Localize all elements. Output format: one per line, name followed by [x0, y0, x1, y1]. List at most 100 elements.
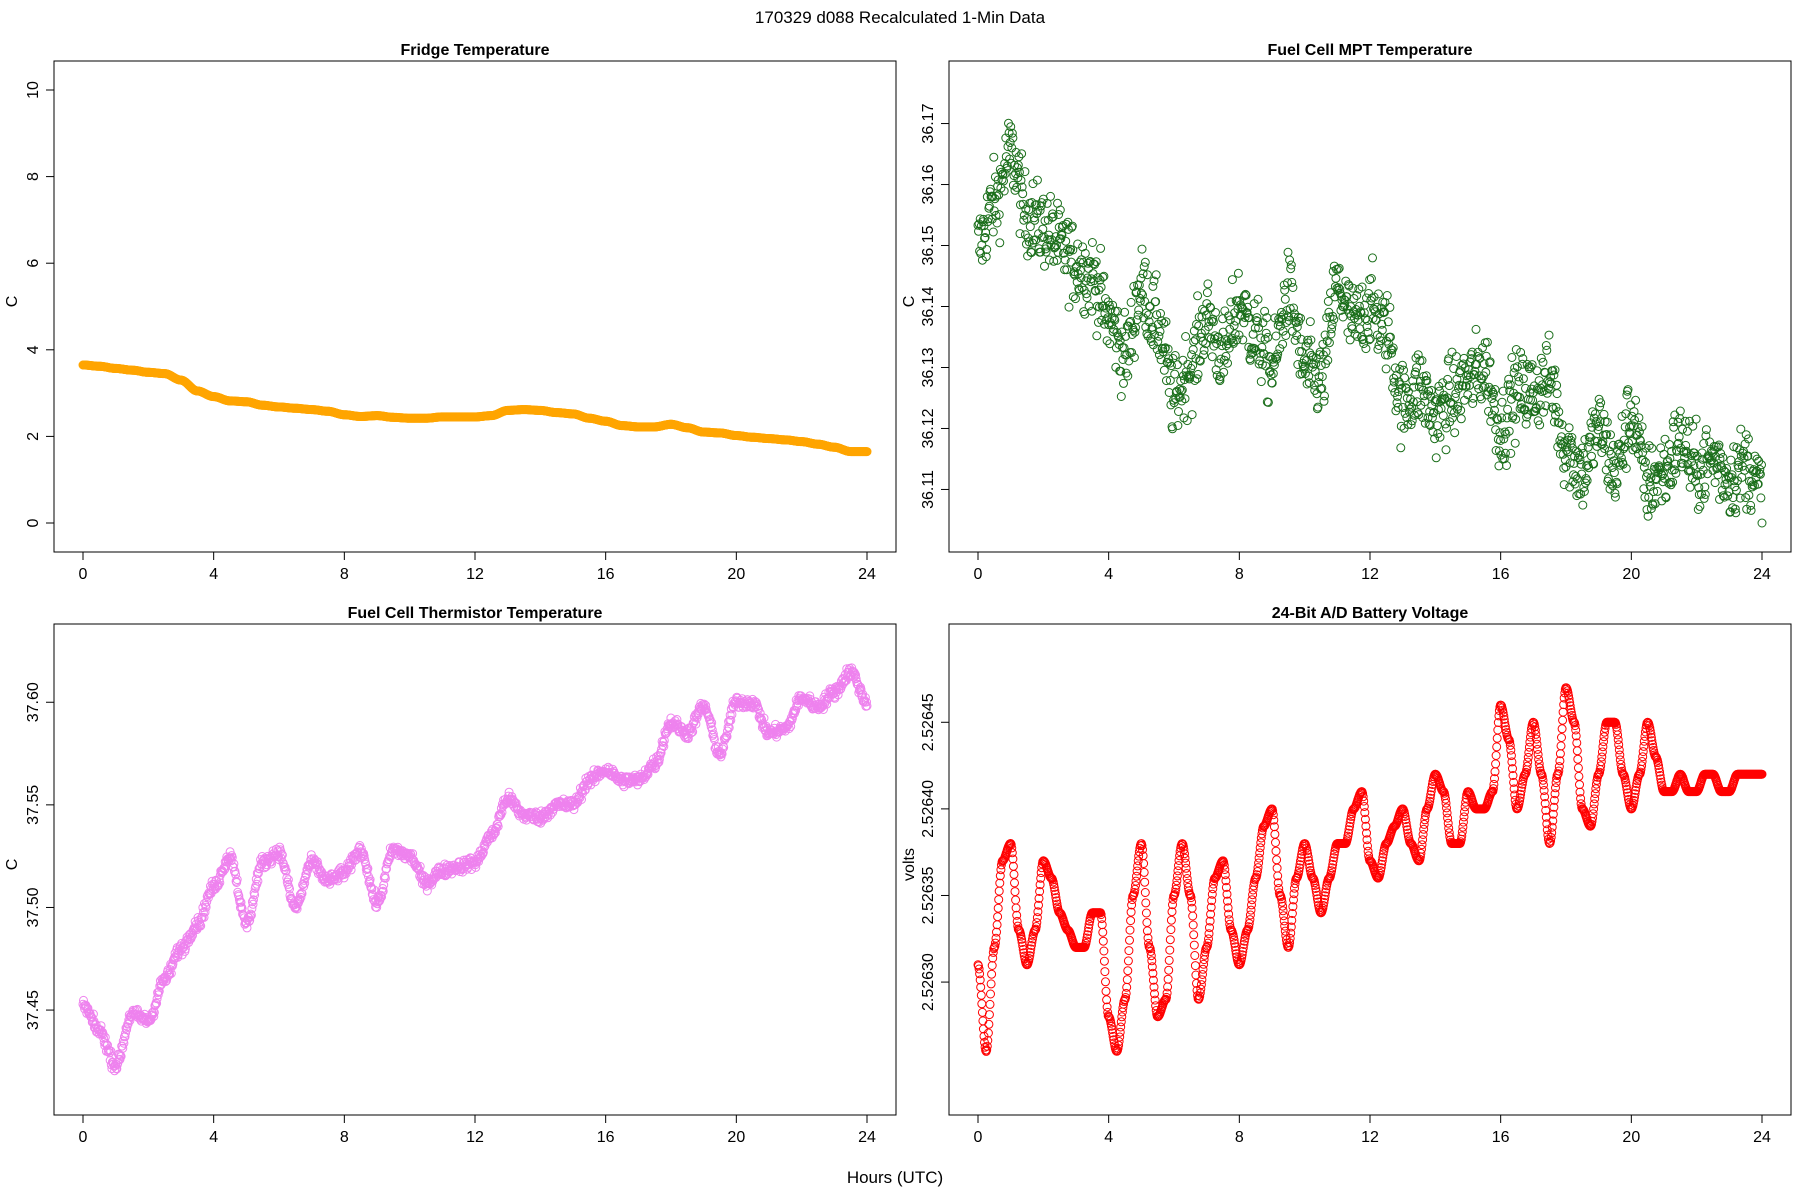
- data-point: [984, 1010, 994, 1020]
- data-point: [1096, 243, 1106, 253]
- data-point: [1407, 416, 1417, 426]
- data-point: [1302, 356, 1311, 366]
- x-axis: 0 4 8 12 16 20 24: [79, 551, 876, 583]
- data-point: [1092, 331, 1102, 341]
- data-point: [1053, 247, 1063, 257]
- data-point: [1238, 335, 1248, 345]
- panel-title: Fuel Cell MPT Temperature: [1267, 42, 1472, 59]
- data-point: [1497, 397, 1507, 407]
- data-point: [1025, 222, 1035, 232]
- data-point: [1471, 324, 1481, 334]
- data-point: [1532, 366, 1542, 376]
- data-point: [1005, 154, 1015, 164]
- y-tick-label: 36.12: [920, 408, 937, 448]
- data-point: [1300, 369, 1310, 378]
- data-point: [1358, 334, 1368, 344]
- data-point: [1397, 360, 1407, 370]
- data-point: [1286, 260, 1296, 270]
- data-point: [1278, 339, 1288, 349]
- data-point: [1375, 309, 1384, 319]
- data-point: [999, 186, 1009, 196]
- data-point: [1030, 215, 1040, 225]
- data-point: [1345, 335, 1355, 345]
- data-point: [1349, 294, 1359, 303]
- data-point: [1077, 283, 1087, 293]
- y-tick-label: 37.45: [25, 990, 42, 1030]
- data-point: [1164, 955, 1174, 965]
- data-point: [1324, 338, 1334, 348]
- data-point: [1163, 974, 1173, 984]
- data-point: [1379, 307, 1389, 317]
- data-point: [1172, 360, 1182, 370]
- data-point: [1190, 961, 1200, 971]
- scatter-points: [973, 683, 1767, 1056]
- data-point: [1411, 367, 1420, 377]
- data-point: [1102, 336, 1112, 346]
- data-point: [1215, 376, 1225, 386]
- data-point: [1396, 421, 1406, 431]
- data-point: [1099, 946, 1109, 956]
- data-point: [1451, 389, 1461, 398]
- data-point: [1393, 391, 1402, 401]
- panel-title: Fridge Temperature: [400, 42, 549, 59]
- y-axis-label: C: [901, 296, 918, 308]
- data-point: [1157, 316, 1167, 326]
- data-point: [992, 191, 1001, 201]
- data-point: [987, 961, 997, 970]
- data-point: [1449, 364, 1459, 373]
- data-point: [1036, 201, 1046, 211]
- data-point: [1701, 425, 1711, 435]
- data-point: [1009, 869, 1019, 879]
- data-point: [1362, 322, 1372, 331]
- data-point: [1119, 378, 1128, 388]
- data-point: [1110, 315, 1120, 325]
- data-point: [1013, 173, 1023, 183]
- data-point: [1345, 308, 1355, 318]
- data-point: [993, 903, 1003, 913]
- data-point: [1272, 863, 1282, 873]
- data-point: [1387, 345, 1397, 355]
- data-point: [1283, 247, 1293, 257]
- data-point: [1377, 319, 1387, 329]
- data-point: [1255, 348, 1265, 358]
- data-point: [1322, 336, 1332, 346]
- data-point: [1331, 273, 1341, 283]
- data-point: [1148, 281, 1158, 291]
- y-tick-label: 36.16: [920, 164, 937, 204]
- data-point: [1007, 128, 1017, 138]
- data-point: [1211, 308, 1220, 317]
- data-point: [1329, 315, 1339, 324]
- data-point: [1398, 403, 1408, 412]
- data-point: [1033, 206, 1043, 215]
- data-point: [1199, 345, 1209, 355]
- data-point: [1323, 296, 1333, 306]
- x-tick-label: 4: [209, 566, 218, 583]
- data-point: [1288, 283, 1298, 292]
- data-point: [1096, 282, 1106, 292]
- data-point: [1122, 975, 1132, 985]
- data-point: [1165, 375, 1175, 385]
- data-point: [1176, 386, 1186, 396]
- data-point: [1068, 292, 1078, 302]
- data-point: [1299, 364, 1309, 374]
- data-point: [1193, 369, 1203, 379]
- data-point: [1409, 410, 1419, 420]
- data-point: [1281, 318, 1291, 327]
- data-point: [1381, 364, 1391, 374]
- data-point: [1311, 359, 1321, 369]
- data-point: [1405, 404, 1415, 414]
- data-point: [1133, 310, 1143, 320]
- data-point: [1176, 376, 1186, 386]
- data-point: [1008, 854, 1018, 864]
- data-point: [981, 252, 991, 262]
- data-point: [1166, 915, 1176, 925]
- data-point: [1263, 397, 1273, 407]
- data-point: [1265, 366, 1275, 376]
- data-point: [1138, 269, 1148, 279]
- data-point: [1447, 347, 1457, 357]
- data-point: [1476, 394, 1486, 404]
- data-point: [1260, 334, 1270, 344]
